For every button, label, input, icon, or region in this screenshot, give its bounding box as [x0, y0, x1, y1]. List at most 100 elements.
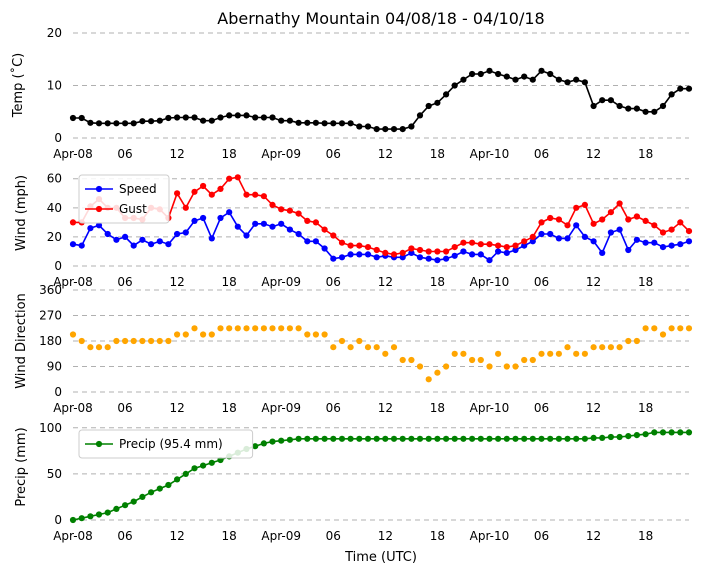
- precip-precip-95-4-mm-point: [416, 435, 424, 442]
- direction-direction-point: [434, 369, 441, 376]
- wind-speed-point: [104, 230, 111, 238]
- wind-gust-point: [434, 248, 441, 255]
- precip-x-tick-label: 12: [169, 529, 184, 543]
- direction-direction-point: [616, 344, 623, 351]
- wind-speed-point: [182, 229, 189, 236]
- wind-speed-point: [469, 251, 476, 258]
- direction-direction-point: [356, 337, 363, 345]
- precip-precip-95-4-mm-point: [191, 465, 198, 472]
- wind-gust-point: [226, 175, 233, 182]
- wind-speed-point: [573, 222, 580, 229]
- legend-speed-swatch-marker: [95, 185, 103, 193]
- wind-gust-point: [399, 249, 406, 256]
- wind-gust-point: [321, 226, 328, 233]
- direction-x-tick-label: 12: [378, 401, 393, 415]
- wind-gust-point: [547, 214, 554, 222]
- temp-temp-point: [425, 102, 432, 110]
- direction-direction-point: [330, 344, 337, 351]
- temp-temp-point: [616, 102, 623, 110]
- temp-temp-point: [278, 117, 285, 124]
- temp-temp-point: [390, 126, 398, 133]
- wind-speed-point: [269, 223, 276, 230]
- wind-gust-point: [616, 200, 623, 207]
- direction-x-tick-label: 18: [430, 401, 445, 415]
- direction-y-tick-label: 360: [39, 283, 62, 297]
- wind-speed-point: [503, 249, 510, 256]
- wind-speed-point: [590, 238, 597, 245]
- wind-speed-point: [668, 242, 675, 249]
- temp-temp-point: [607, 97, 615, 104]
- wind-gust-point: [625, 216, 632, 223]
- wind-gust-point: [69, 219, 77, 226]
- wind-gust-point: [425, 248, 432, 255]
- wind-speed-point: [555, 235, 563, 242]
- temp-x-tick-label: 06: [534, 147, 549, 161]
- temp-y-tick-label: 10: [47, 79, 62, 93]
- wind-gust-point: [677, 219, 684, 226]
- wind-speed-point: [356, 251, 363, 258]
- precip-precip-95-4-mm-point: [685, 429, 693, 436]
- direction-direction-point: [503, 363, 510, 370]
- precip-precip-95-4-mm-point: [312, 435, 319, 442]
- wind-panel: 0 20 40 60 Apr-08 06 12 18 Apr-09 06 12 18 Apr-10 06 1…: [47, 172, 693, 289]
- temp-x-tick-label: 18: [430, 147, 445, 161]
- temp-temp-point: [252, 114, 259, 121]
- precip-precip-95-4-mm-point: [104, 509, 111, 516]
- wind-gust-point: [208, 191, 215, 198]
- precip-precip-95-4-mm-point: [477, 435, 484, 442]
- direction-direction-point: [495, 350, 502, 357]
- direction-y-tick-label: 180: [39, 334, 62, 348]
- direction-x-tick-label: 12: [169, 401, 184, 415]
- wind-speed-point: [564, 235, 571, 242]
- wind-speed-point: [113, 236, 120, 243]
- precip-precip-95-4-mm-point: [260, 440, 267, 447]
- temp-temp-point: [330, 120, 337, 127]
- wind-gust-point: [521, 238, 528, 245]
- wind-direction-axis-label: Wind Direction: [14, 293, 29, 389]
- direction-direction-point: [130, 337, 137, 345]
- temp-x-tick-label: 06: [326, 147, 341, 161]
- legend-precip-95-4-mm-label: Precip (95.4 mm): [119, 437, 223, 451]
- wind-speed-point: [226, 209, 233, 216]
- wind-speed-point: [69, 241, 77, 248]
- wind-speed-point: [295, 230, 302, 238]
- temp-x-tick-label: 06: [117, 147, 132, 161]
- wind-gust-point: [503, 244, 510, 251]
- wind-gust-point: [668, 226, 675, 233]
- precip-precip-95-4-mm-point: [330, 435, 337, 442]
- wind-gust-point: [364, 244, 372, 251]
- wind-speed-point: [321, 245, 328, 252]
- wind-gust-point: [590, 220, 597, 227]
- temp-temp-point: [685, 85, 693, 92]
- legend-gust-label: Gust: [119, 202, 147, 216]
- wind-speed-point: [252, 220, 259, 227]
- direction-direction-point: [443, 363, 450, 370]
- wind-gust-point: [460, 239, 467, 246]
- wind-speed-point: [416, 254, 424, 261]
- direction-direction-point: [469, 356, 476, 364]
- wind-speed-point: [408, 249, 415, 256]
- temp-temp-point: [226, 112, 233, 119]
- legend-precip-95-4-mm-swatch-marker: [95, 440, 103, 448]
- wind-speed-point: [443, 255, 450, 262]
- wind-speed-point: [529, 238, 536, 245]
- direction-x-tick-label: 06: [326, 401, 341, 415]
- wind-gust-point: [564, 222, 571, 229]
- direction-direction-point: [599, 344, 606, 351]
- precip-precip-95-4-mm-point: [408, 435, 415, 442]
- temp-temp-point: [78, 114, 85, 122]
- temp-temp-point: [625, 105, 632, 112]
- precip-precip-95-4-mm-point: [148, 489, 155, 496]
- direction-direction-point: [269, 325, 276, 332]
- wind-speed-point: [434, 257, 441, 264]
- wind-gust-point: [356, 242, 363, 249]
- wind-x-tick-label: 06: [534, 275, 549, 289]
- direction-direction-point: [364, 344, 372, 351]
- direction-y-tick-label: 90: [47, 360, 62, 374]
- temp-temp-point: [659, 102, 667, 110]
- temp-temp-point: [538, 67, 545, 74]
- direction-direction-point: [416, 363, 424, 370]
- temp-temp-point: [295, 119, 302, 126]
- wind-speed-point: [87, 225, 94, 232]
